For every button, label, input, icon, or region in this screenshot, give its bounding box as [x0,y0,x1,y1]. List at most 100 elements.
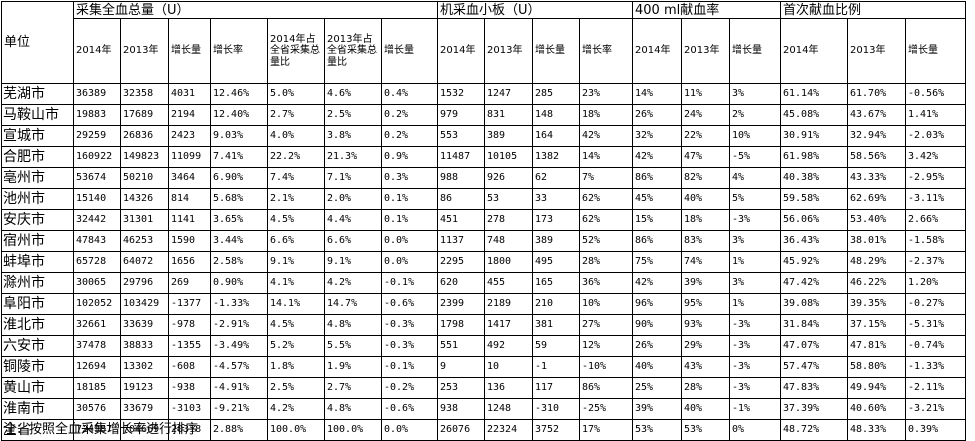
table-cell: 1141 [168,209,211,231]
table-cell: 18% [579,104,633,126]
table-cell: 4.5% [267,314,325,336]
row-label: 淮北市 [1,314,74,336]
table-cell: 988 [437,167,485,189]
table-cell: 58.56% [847,146,906,168]
table-cell: 21.3% [324,146,382,168]
table-row: 宣城市 29259 26836 2423 9.03% 4.0% 3.8% 0.2% 553 389… [1,125,966,147]
table-row: 黄山市 18185 19123 -938 -4.91% 2.5% 2.7% -0.2% 253 1… [1,377,966,399]
table-cell: 10 [484,356,533,378]
table-row: 宿州市 47843 46253 1590 3.44% 6.6% 6.6% 0.0% 1137 74… [1,230,966,252]
group-header-platelets: 机采血小板（U） [437,1,633,19]
table-cell: 455 [484,272,533,294]
table-cell: -0.74% [905,335,966,357]
table-cell: 96% [632,293,682,315]
table-row: 滁州市 30065 29796 269 0.90% 4.1% 4.2% -0.1% 620 455… [1,272,966,294]
table-cell: 38833 [120,335,169,357]
table-cell: 7.1% [324,167,382,189]
table-cell: 4.2% [324,272,382,294]
table-cell: -1 [532,356,580,378]
table-cell: 3% [729,83,781,105]
table-cell: 173 [532,209,580,231]
table-cell: 18% [681,209,730,231]
table-cell: 43.67% [847,104,906,126]
table-cell: 389 [532,230,580,252]
table-row: 池州市 15140 14326 814 5.68% 2.1% 2.0% 0.1% 86 53 33 6… [1,188,966,210]
table-cell: 3.44% [210,230,268,252]
table-cell: 2295 [437,251,485,273]
table-cell: 0.2% [381,104,438,126]
table-cell: -2.37% [905,251,966,273]
table-cell: -978 [168,314,211,336]
table-cell: 2189 [484,293,533,315]
table-cell: 62% [579,209,633,231]
table-cell: 40.38% [780,167,848,189]
table-row: 阜阳市 102052 103429 -1377 -1.33% 14.1% 14.7% -0.6… [1,293,966,315]
table-cell: 164 [532,125,580,147]
table-cell: -10% [579,356,633,378]
table-cell: 43% [681,356,730,378]
table-cell: 22.2% [267,146,325,168]
table-cell: -0.3% [381,314,438,336]
table-cell: 30065 [73,272,121,294]
table-cell: 2.66% [905,209,966,231]
table-cell: 48.72% [780,419,848,441]
table-cell: -3% [729,314,781,336]
table-cell: 32442 [73,209,121,231]
table-cell: 31301 [120,209,169,231]
table-cell: -2.03% [905,125,966,147]
table-cell: -2.95% [905,167,966,189]
table-cell: -1355 [168,335,211,357]
table-cell: 62% [579,188,633,210]
row-label: 马鞍山市 [1,104,74,126]
table-cell: 0.39% [905,419,966,441]
table-cell: 269 [168,272,211,294]
table-cell: 4.8% [324,314,382,336]
table-cell: -0.6% [381,398,438,420]
table-cell: 15% [632,209,682,231]
table-row: 芜湖市 36389 32358 4031 12.46% 5.0% 4.6% 0.4% 1532 1… [1,83,966,105]
table-cell: 82% [681,167,730,189]
table-cell: -1377 [168,293,211,315]
unit-header: 单位 [1,1,74,84]
table-cell: 5.5% [324,335,382,357]
table-cell: 1% [729,251,781,273]
table-cell: 62.69% [847,188,906,210]
table-cell: 47.81% [847,335,906,357]
table-cell: -5.31% [905,314,966,336]
table-cell: 0.90% [210,272,268,294]
table-cell: 33679 [120,398,169,420]
table-cell: 2.7% [324,377,382,399]
row-label: 宿州市 [1,230,74,252]
table-cell: 52% [579,230,633,252]
table-cell: 11% [681,83,730,105]
table-cell: 40% [632,356,682,378]
table-cell: -0.3% [381,335,438,357]
table-cell: 0.0% [381,230,438,252]
table-cell: 0.4% [381,83,438,105]
table-cell: 2.58% [210,251,268,273]
table-cell: 61.14% [780,83,848,105]
table-cell: 1532 [437,83,485,105]
table-cell: 2.1% [267,188,325,210]
table-cell: 136 [484,377,533,399]
table-cell: 40% [681,398,730,420]
table-cell: -3103 [168,398,211,420]
sub-header: 2014年 [780,18,848,84]
table-cell: 64072 [120,251,169,273]
table-cell: 3.65% [210,209,268,231]
table-cell: 86% [632,230,682,252]
table-cell: 102052 [73,293,121,315]
table-cell: 36.43% [780,230,848,252]
sub-header: 2014年占全省采集总量比 [267,18,325,84]
table-cell: 19883 [73,104,121,126]
table-cell: 14.7% [324,293,382,315]
table-cell: 0.9% [381,146,438,168]
table-cell: -0.27% [905,293,966,315]
table-cell: 47% [681,146,730,168]
header-row-groups: 单位 采集全血总量（U） 机采血小板（U） 400 ml献血率 首次献血比例 [1,1,966,84]
table-cell: 2% [729,104,781,126]
table-cell: 2194 [168,104,211,126]
table-cell: 23% [579,83,633,105]
table-cell: 160922 [73,146,121,168]
table-cell: 0.0% [381,419,438,441]
